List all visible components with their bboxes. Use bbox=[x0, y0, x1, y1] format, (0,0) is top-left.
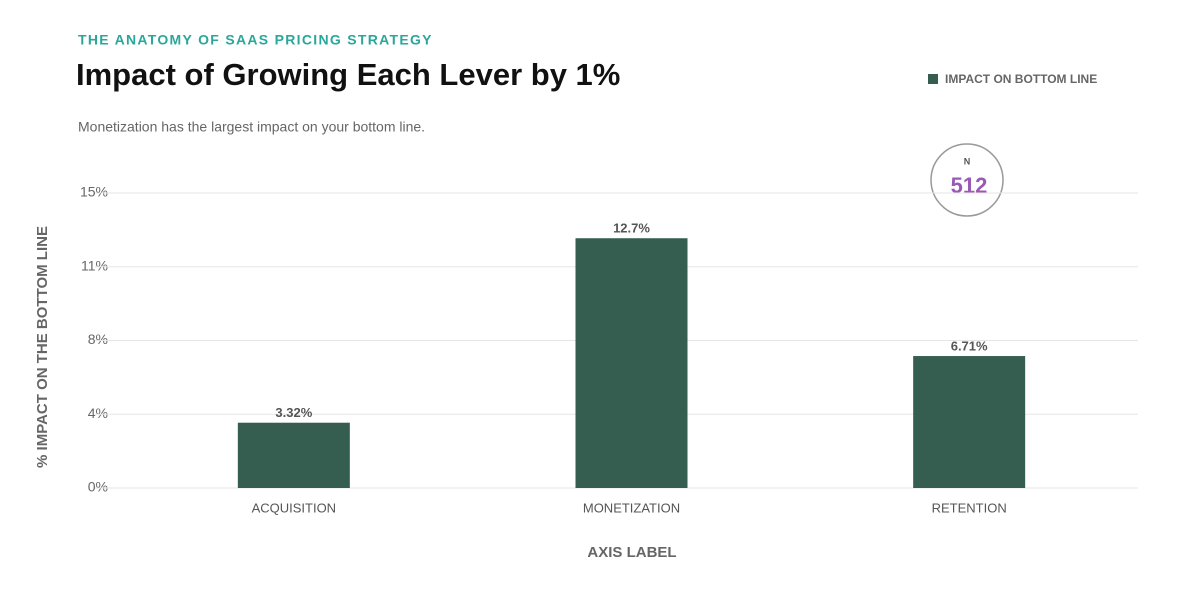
y-tick-label: 4% bbox=[88, 405, 108, 421]
x-axis-label: AXIS LABEL bbox=[587, 544, 676, 561]
legend-label: IMPACT ON BOTTOM LINE bbox=[945, 72, 1097, 86]
badge-circle bbox=[930, 143, 1004, 217]
bar bbox=[575, 238, 688, 488]
y-tick-label: 15% bbox=[80, 184, 108, 200]
value-label: 6.71% bbox=[951, 338, 988, 353]
chart-title: Impact of Growing Each Lever by 1% bbox=[76, 57, 620, 92]
badge-value: 512 bbox=[951, 173, 988, 198]
subtitle: Monetization has the largest impact on y… bbox=[78, 119, 425, 135]
y-tick-label: 8% bbox=[88, 331, 108, 347]
bar bbox=[913, 356, 1026, 488]
bar bbox=[237, 422, 350, 488]
legend-swatch bbox=[928, 74, 938, 84]
badge-label: N bbox=[964, 156, 971, 166]
x-tick-label: MONETIZATION bbox=[583, 500, 680, 515]
y-tick-label: 11% bbox=[81, 257, 108, 273]
x-tick-label: ACQUISITION bbox=[252, 500, 337, 515]
x-tick-label: RETENTION bbox=[932, 500, 1007, 515]
y-axis-label: % IMPACT ON THE BOTTOM LINE bbox=[34, 226, 51, 468]
kicker: THE ANATOMY OF SAAS PRICING STRATEGY bbox=[78, 32, 433, 48]
value-label: 3.32% bbox=[275, 405, 312, 420]
y-tick-label: 0% bbox=[88, 479, 108, 495]
value-label: 12.7% bbox=[613, 221, 650, 236]
